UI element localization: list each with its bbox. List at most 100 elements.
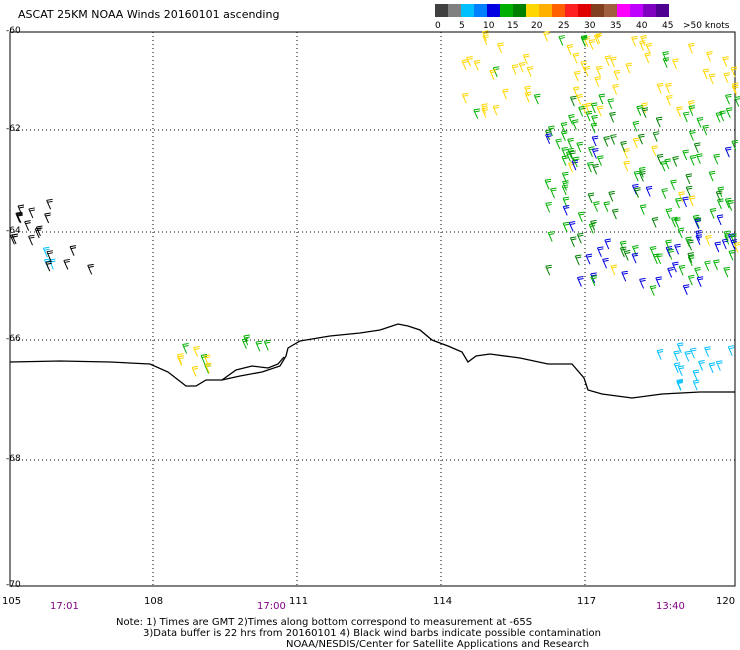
legend-label-5: 5 — [459, 21, 465, 31]
wind-barb — [689, 347, 697, 359]
wind-barb — [723, 266, 730, 278]
legend-swatch — [539, 4, 552, 17]
wind-barb — [665, 239, 672, 251]
wind-barb — [665, 208, 673, 219]
wind-barb — [592, 163, 599, 175]
wind-barb — [631, 183, 639, 195]
lon-label-114: 114 — [433, 596, 453, 607]
wind-barb — [461, 92, 469, 104]
wind-barb — [730, 66, 738, 78]
wind-barb — [611, 208, 619, 220]
wind-barb — [671, 261, 679, 273]
wind-barb — [568, 220, 576, 232]
wind-barb — [590, 122, 598, 134]
legend-swatch — [565, 4, 578, 17]
wind-barb — [63, 258, 70, 270]
wind-barb — [724, 146, 732, 158]
wind-barb — [573, 70, 581, 82]
wind-barb — [687, 252, 694, 263]
wind-barb — [678, 191, 685, 202]
wind-barb — [193, 345, 200, 357]
wind-barb — [698, 360, 705, 371]
wind-barb — [633, 170, 641, 182]
wind-barb — [713, 259, 720, 271]
wind-barb — [706, 50, 713, 62]
wind-barb — [621, 270, 628, 282]
wind-barb — [649, 246, 657, 257]
wind-barb — [87, 263, 94, 275]
wind-barb — [636, 105, 643, 116]
legend-swatch — [526, 4, 539, 17]
wind-barb — [687, 42, 695, 54]
note-line-3: NOAA/NESDIS/Center for Satellite Applica… — [286, 639, 590, 650]
wind-barb — [694, 218, 701, 230]
wind-barb — [723, 230, 731, 242]
wind-barb — [590, 275, 597, 286]
wind-barb — [682, 149, 689, 161]
wind-barb — [638, 133, 645, 145]
lat-label-68: -68 — [6, 454, 21, 464]
wind-barb — [588, 39, 596, 50]
wind-barb — [44, 212, 51, 224]
legend-swatch — [591, 4, 604, 17]
wind-barb — [545, 201, 552, 213]
wind-barb — [673, 362, 681, 373]
wind-barb — [603, 135, 610, 147]
wind-barb — [623, 160, 630, 172]
legend-label-10: 10 — [483, 21, 495, 31]
wind-barb — [547, 231, 555, 242]
wind-barb — [595, 32, 602, 44]
wind-barb — [639, 204, 647, 215]
wind-barb — [603, 201, 610, 212]
wind-barb — [656, 153, 664, 165]
wind-barb — [693, 142, 701, 154]
wind-barb — [705, 234, 712, 246]
wind-barb — [688, 105, 695, 116]
wind-barb — [661, 188, 668, 199]
wind-barb — [672, 58, 679, 70]
coastline — [9, 323, 735, 399]
wind-barb — [625, 62, 632, 74]
legend-swatch — [604, 4, 617, 17]
wind-barb — [667, 267, 674, 278]
wind-barb — [612, 83, 619, 95]
wind-barb — [28, 234, 35, 246]
wind-barb — [569, 236, 577, 248]
wind-barb — [572, 52, 580, 64]
wind-barb — [28, 207, 35, 219]
wind-barb — [586, 161, 594, 173]
note-line-2: 3)Data buffer is 22 hrs from 20160101 4)… — [143, 628, 601, 639]
wind-barb — [709, 208, 717, 219]
wind-barb — [572, 86, 580, 98]
wind-barb — [597, 155, 604, 166]
wind-barb — [687, 274, 695, 286]
wind-barb — [638, 171, 646, 182]
wind-barb — [678, 264, 686, 276]
legend-swatch — [643, 4, 656, 17]
wind-barb — [558, 35, 565, 46]
wind-barb — [613, 69, 621, 81]
wind-barb — [717, 198, 724, 210]
wind-barb — [655, 116, 663, 128]
wind-barb — [689, 130, 696, 141]
wind-barb — [664, 158, 671, 170]
wind-barb — [482, 30, 489, 41]
wind-barb — [696, 116, 704, 128]
lat-label-60: -60 — [6, 26, 21, 36]
wind-barb — [596, 246, 604, 258]
legend-label-35: 35 — [610, 21, 622, 31]
wind-barb — [602, 257, 609, 269]
wind-barb — [675, 197, 682, 209]
coastline-inlet — [221, 356, 285, 381]
wind-barb — [692, 379, 700, 391]
wind-barb — [672, 156, 679, 167]
wind-barb — [567, 147, 574, 159]
wind-barb — [656, 253, 663, 265]
wind-barb — [723, 72, 730, 83]
legend-label-25: 25 — [558, 21, 570, 31]
wind-barb — [609, 111, 616, 123]
wind-barb — [461, 59, 469, 70]
wind-barb — [69, 245, 77, 256]
wind-barb — [694, 266, 701, 278]
wind-barb — [11, 233, 19, 245]
